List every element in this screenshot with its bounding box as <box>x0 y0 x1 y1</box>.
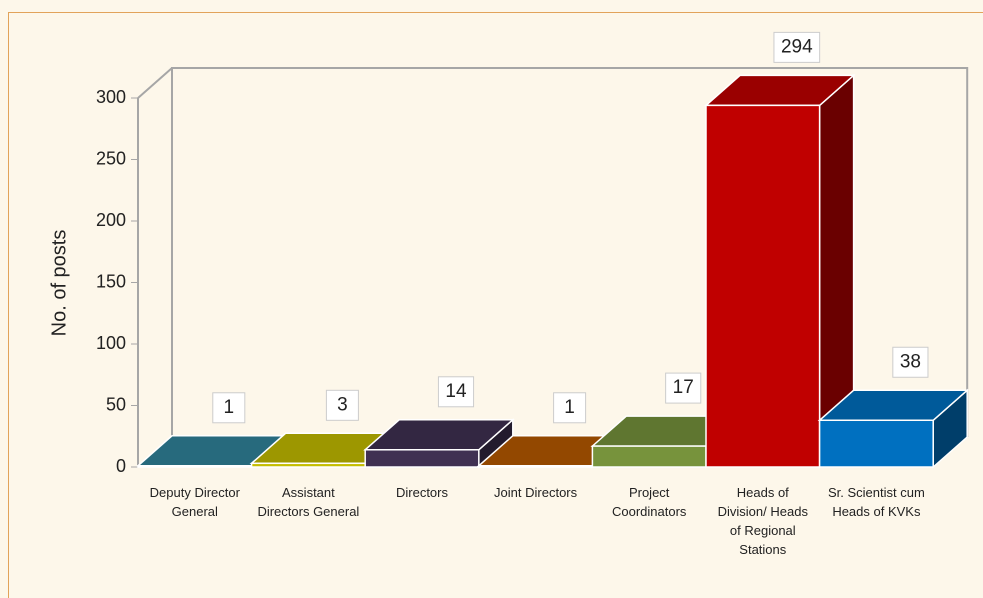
bar <box>818 419 934 468</box>
bar <box>364 449 480 468</box>
y-tick-label: 250 <box>96 148 126 168</box>
bar <box>705 104 821 468</box>
side-wall-top <box>137 67 173 99</box>
x-tick-label: Deputy Director General <box>149 485 240 519</box>
x-tick-label: Sr. Scientist cum Heads of KVKs <box>827 485 925 519</box>
y-tick-label: 200 <box>96 210 126 230</box>
frame <box>8 12 983 598</box>
x-tick-label: Directors <box>395 485 448 500</box>
value-label-box <box>325 389 359 421</box>
value-label-box <box>212 392 246 424</box>
value-label: 294 <box>781 36 813 57</box>
bar <box>478 465 594 468</box>
x-tick-label: Project Coordinators <box>611 485 687 519</box>
y-tick-label: 300 <box>96 87 126 107</box>
x-tick-label: Joint Directors <box>494 485 578 500</box>
bar <box>137 465 253 468</box>
y-tick-label: 150 <box>96 271 126 291</box>
x-tick-label: Heads of Division/ Heads of Regional Sta… <box>717 485 808 557</box>
value-label-box <box>892 346 929 378</box>
back-wall <box>171 67 969 437</box>
value-label: 1 <box>564 397 575 418</box>
value-label: 3 <box>337 394 348 415</box>
x-tick-label: Assistant Directors General <box>257 485 360 519</box>
value-label: 38 <box>900 351 921 372</box>
y-tick-label: 100 <box>96 333 126 353</box>
y-tick-label: 0 <box>116 456 126 476</box>
y-tick-label: 50 <box>106 394 126 414</box>
value-label: 1 <box>224 397 235 418</box>
bar <box>250 462 366 468</box>
value-label: 14 <box>445 381 467 402</box>
y-axis-label: No. of posts <box>48 230 70 337</box>
value-label-box <box>665 372 702 404</box>
value-label-box <box>773 31 821 63</box>
value-label-box <box>553 392 587 424</box>
value-label: 17 <box>673 377 694 398</box>
bar <box>591 445 707 468</box>
value-label-box <box>437 376 475 408</box>
